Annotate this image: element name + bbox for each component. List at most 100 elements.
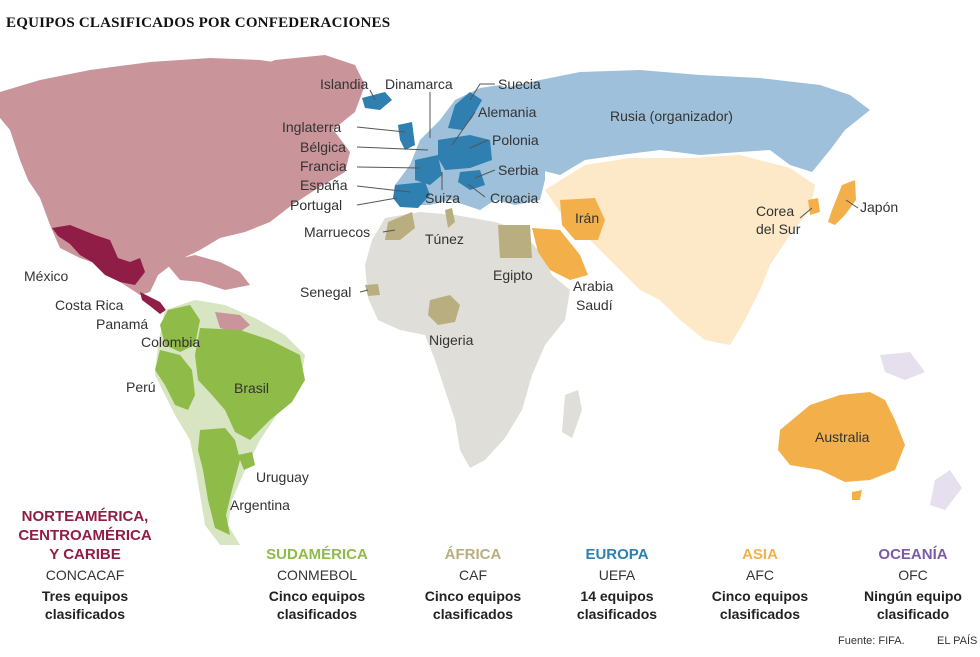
uefa-count-1: 14 equipos bbox=[580, 588, 654, 604]
concacaf-name-3: Y CARIBE bbox=[49, 546, 121, 563]
madagascar bbox=[562, 390, 582, 438]
label-corea-1: Corea bbox=[756, 203, 794, 219]
senegal-shape bbox=[365, 284, 380, 296]
leader-line-espana bbox=[356, 185, 411, 193]
label-francia: Francia bbox=[300, 158, 347, 174]
asia-region bbox=[545, 155, 815, 345]
france-shape bbox=[415, 155, 442, 185]
label-polonia: Polonia bbox=[492, 132, 539, 148]
label-dinamarca: Dinamarca bbox=[385, 76, 453, 92]
conmebol-count-2: clasificados bbox=[276, 606, 358, 622]
colombia-shape bbox=[160, 305, 200, 352]
afc-count-2: clasificados bbox=[719, 606, 801, 622]
conmebol-name: SUDAMÉRICA bbox=[266, 546, 368, 563]
iceland-shape bbox=[362, 92, 392, 110]
afc-count-1: Cinco equipos bbox=[711, 588, 809, 604]
conmebol-count: Cinco equipos clasificados bbox=[237, 587, 397, 623]
ofc-code: OFC bbox=[898, 567, 928, 583]
label-mexico: México bbox=[24, 268, 69, 284]
afc-code: AFC bbox=[746, 567, 774, 583]
concacaf-count-1: Tres equipos bbox=[41, 588, 129, 604]
label-corea-2: del Sur bbox=[756, 221, 801, 237]
afc-count: Cinco equipos clasificados bbox=[680, 587, 840, 623]
japan-shape bbox=[828, 180, 856, 225]
leader-line-serbia bbox=[474, 169, 496, 179]
label-suecia: Suecia bbox=[498, 76, 541, 92]
leader-line-islandia bbox=[369, 89, 376, 101]
concacaf-count: Tres equipos clasificados bbox=[5, 587, 165, 623]
label-argentina: Argentina bbox=[230, 497, 290, 513]
leader-line-marruecos bbox=[382, 229, 396, 233]
label-inglaterra: Inglaterra bbox=[282, 119, 341, 135]
conmebol-count-1: Cinco equipos bbox=[268, 588, 366, 604]
source-note: Fuente: FIFA. bbox=[838, 635, 905, 647]
caf-count-2: clasificados bbox=[432, 606, 514, 622]
leader-line-suecia bbox=[469, 83, 495, 101]
australia-shape bbox=[778, 392, 905, 482]
label-colombia: Colombia bbox=[141, 334, 200, 350]
leader-line-croacia bbox=[467, 183, 486, 198]
caf-count: Cinco equipos clasificados bbox=[393, 587, 553, 623]
peru-shape bbox=[155, 350, 195, 410]
label-senegal: Senegal bbox=[300, 284, 351, 300]
label-arabia-2: Saudí bbox=[576, 297, 613, 313]
map-title: EQUIPOS CLASIFICADOS POR CONFEDERACIONES bbox=[6, 15, 391, 31]
label-peru: Perú bbox=[126, 379, 156, 395]
label-panama: Panamá bbox=[96, 316, 148, 332]
new-zealand-shape bbox=[930, 470, 962, 510]
caf-code: CAF bbox=[459, 567, 487, 583]
brand-credit: EL PAÍS bbox=[937, 635, 978, 647]
england-shape bbox=[398, 122, 415, 150]
saudi-arabia-shape bbox=[532, 228, 588, 280]
uruguay-shape bbox=[238, 452, 255, 470]
oceania-islands bbox=[880, 352, 925, 380]
uefa-code: UEFA bbox=[598, 567, 636, 583]
label-brasil: Brasil bbox=[234, 380, 269, 396]
leader-line-corea bbox=[799, 207, 813, 219]
uefa-count: 14 equipos clasificados bbox=[537, 587, 697, 623]
uefa-count-2: clasificados bbox=[576, 606, 658, 622]
concacaf-code: CONCACAF bbox=[45, 567, 125, 583]
leader-line-francia bbox=[356, 166, 421, 169]
label-marruecos: Marruecos bbox=[304, 224, 370, 240]
label-serbia: Serbia bbox=[498, 162, 539, 178]
label-islandia: Islandia bbox=[320, 76, 368, 92]
label-belgica: Bélgica bbox=[300, 139, 346, 155]
concacaf-name-2: CENTROAMÉRICA bbox=[18, 527, 152, 544]
costa-rica-panama-shape bbox=[140, 292, 166, 314]
mexico-shape bbox=[52, 225, 145, 285]
egypt-shape bbox=[498, 225, 532, 258]
label-japon: Japón bbox=[860, 199, 898, 215]
afc-name: ASIA bbox=[742, 546, 778, 563]
caf-count-1: Cinco equipos bbox=[424, 588, 522, 604]
label-alemania: Alemania bbox=[478, 104, 537, 120]
label-portugal: Portugal bbox=[290, 197, 342, 213]
label-rusia: Rusia (organizador) bbox=[610, 108, 733, 124]
iberia-shape bbox=[393, 182, 430, 208]
tasmania-shape bbox=[852, 490, 862, 500]
label-croacia: Croacia bbox=[490, 190, 538, 206]
brazil-shape bbox=[195, 328, 305, 440]
south-korea-shape bbox=[808, 198, 820, 215]
greenland bbox=[245, 55, 365, 140]
morocco-shape bbox=[385, 212, 415, 240]
guianas-shape bbox=[215, 312, 250, 333]
caribbean-region bbox=[165, 255, 250, 290]
scandinavia-shape bbox=[448, 92, 482, 130]
world-map: Islandia Dinamarca Suecia Alemania Rusia… bbox=[0, 55, 962, 545]
label-tunez: Túnez bbox=[425, 231, 464, 247]
africa-region bbox=[365, 212, 570, 468]
label-egipto: Egipto bbox=[493, 267, 533, 283]
leader-line-polonia bbox=[469, 139, 489, 149]
concacaf-name-1: NORTEAMÉRICA, bbox=[21, 508, 149, 525]
ofc-count: Ningún equipo clasificado bbox=[833, 587, 980, 623]
tunisia-shape bbox=[445, 208, 455, 228]
concacaf-count-2: clasificados bbox=[44, 606, 126, 622]
label-espana: España bbox=[300, 177, 348, 193]
leader-line-alemania bbox=[451, 111, 476, 146]
label-iran: Irán bbox=[575, 210, 599, 226]
label-uruguay: Uruguay bbox=[256, 469, 309, 485]
leader-line-inglaterra bbox=[356, 126, 406, 133]
nigeria-shape bbox=[428, 295, 460, 325]
leader-line-portugal bbox=[356, 197, 398, 206]
